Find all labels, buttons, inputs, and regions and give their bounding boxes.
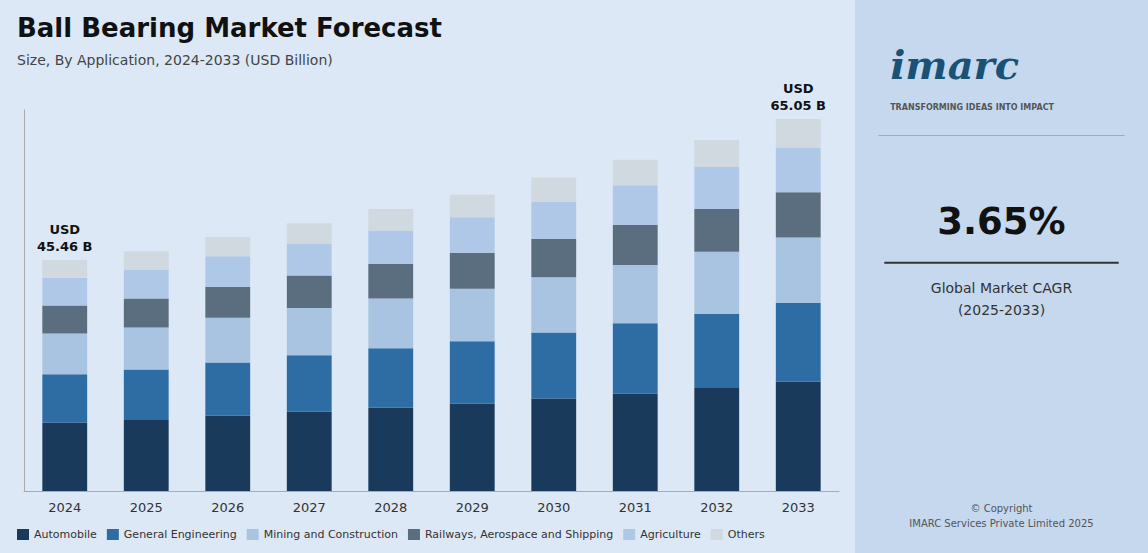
svg-text:2032: 2032 [700,500,733,515]
svg-text:2031: 2031 [619,500,652,515]
svg-text:2025: 2025 [130,500,163,515]
svg-text:© Copyright: © Copyright [970,503,1032,514]
svg-text:2024: 2024 [48,500,81,515]
svg-text:imarc: imarc [890,41,1019,88]
svg-text:Railways, Aerospace and Shippi: Railways, Aerospace and Shipping [425,528,613,541]
svg-text:65.05 B: 65.05 B [770,98,826,113]
svg-text:2026: 2026 [211,500,244,515]
svg-text:TRANSFORMING IDEAS INTO IMPACT: TRANSFORMING IDEAS INTO IMPACT [890,103,1054,112]
svg-text:Ball Bearing Market Forecast: Ball Bearing Market Forecast [17,13,442,43]
svg-text:2029: 2029 [456,500,489,515]
svg-text:3.65%: 3.65% [937,200,1065,243]
svg-text:Mining and Construction: Mining and Construction [264,528,398,541]
svg-text:Size, By Application, 2024-203: Size, By Application, 2024-2033 (USD Bil… [17,52,333,68]
svg-text:Global Market CAGR: Global Market CAGR [931,280,1073,296]
svg-text:2033: 2033 [782,500,815,515]
svg-text:2030: 2030 [537,500,570,515]
svg-text:Agriculture: Agriculture [640,528,701,541]
svg-text:IMARC Services Private Limited: IMARC Services Private Limited 2025 [909,518,1093,529]
svg-text:USD: USD [783,81,814,96]
svg-text:(2025-2033): (2025-2033) [958,302,1045,318]
svg-text:USD: USD [49,222,80,237]
svg-text:2028: 2028 [374,500,407,515]
svg-text:Others: Others [728,528,765,541]
svg-text:2027: 2027 [293,500,326,515]
svg-text:General Engineering: General Engineering [124,528,237,541]
svg-text:Automobile: Automobile [34,528,97,541]
svg-text:45.46 B: 45.46 B [37,239,93,254]
